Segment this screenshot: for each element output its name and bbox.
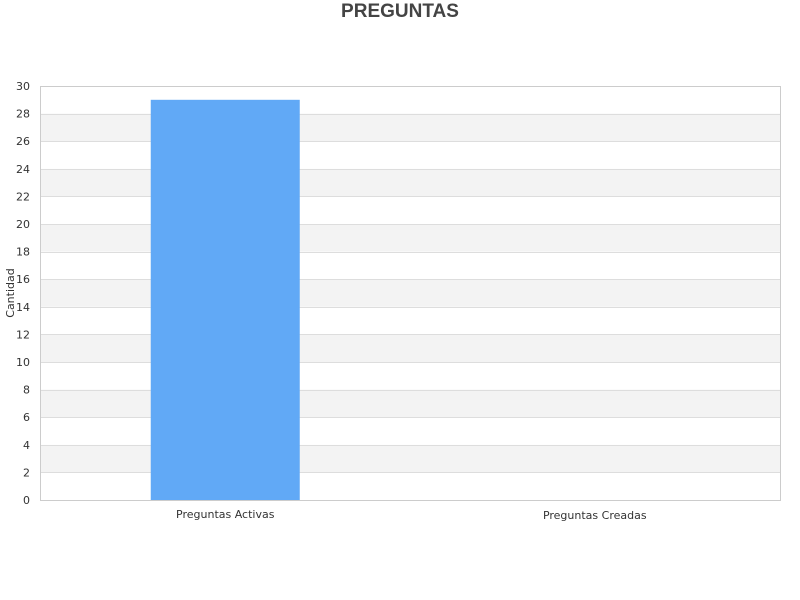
y-tick-label: 16: [16, 273, 30, 286]
bars: [150, 99, 300, 501]
y-tick-label: 2: [23, 466, 30, 479]
bar: [150, 99, 300, 501]
y-tick-label: 6: [23, 411, 30, 424]
x-tick-label: Preguntas Activas: [176, 508, 275, 521]
y-tick-label: 8: [23, 384, 30, 397]
y-tick-label: 14: [16, 301, 30, 314]
y-axis-label: Cantidad: [4, 268, 17, 317]
y-tick-label: 12: [16, 328, 30, 341]
y-tick-label: 4: [23, 439, 30, 452]
y-tick-label: 0: [23, 494, 30, 507]
y-tick-label: 24: [16, 163, 30, 176]
x-axis-ticks: Preguntas Activas Preguntas Creadas: [176, 508, 647, 522]
y-tick-label: 10: [16, 356, 30, 369]
y-tick-label: 18: [16, 246, 30, 259]
y-tick-label: 26: [16, 135, 30, 148]
y-tick-label: 20: [16, 218, 30, 231]
y-tick-label: 22: [16, 190, 30, 203]
x-tick-label: Preguntas Creadas: [543, 509, 647, 522]
plot-frame: [40, 86, 781, 501]
chart-title: PREGUNTAS: [341, 1, 459, 22]
y-tick-label: 30: [16, 80, 30, 93]
y-tick-label: 28: [16, 108, 30, 121]
